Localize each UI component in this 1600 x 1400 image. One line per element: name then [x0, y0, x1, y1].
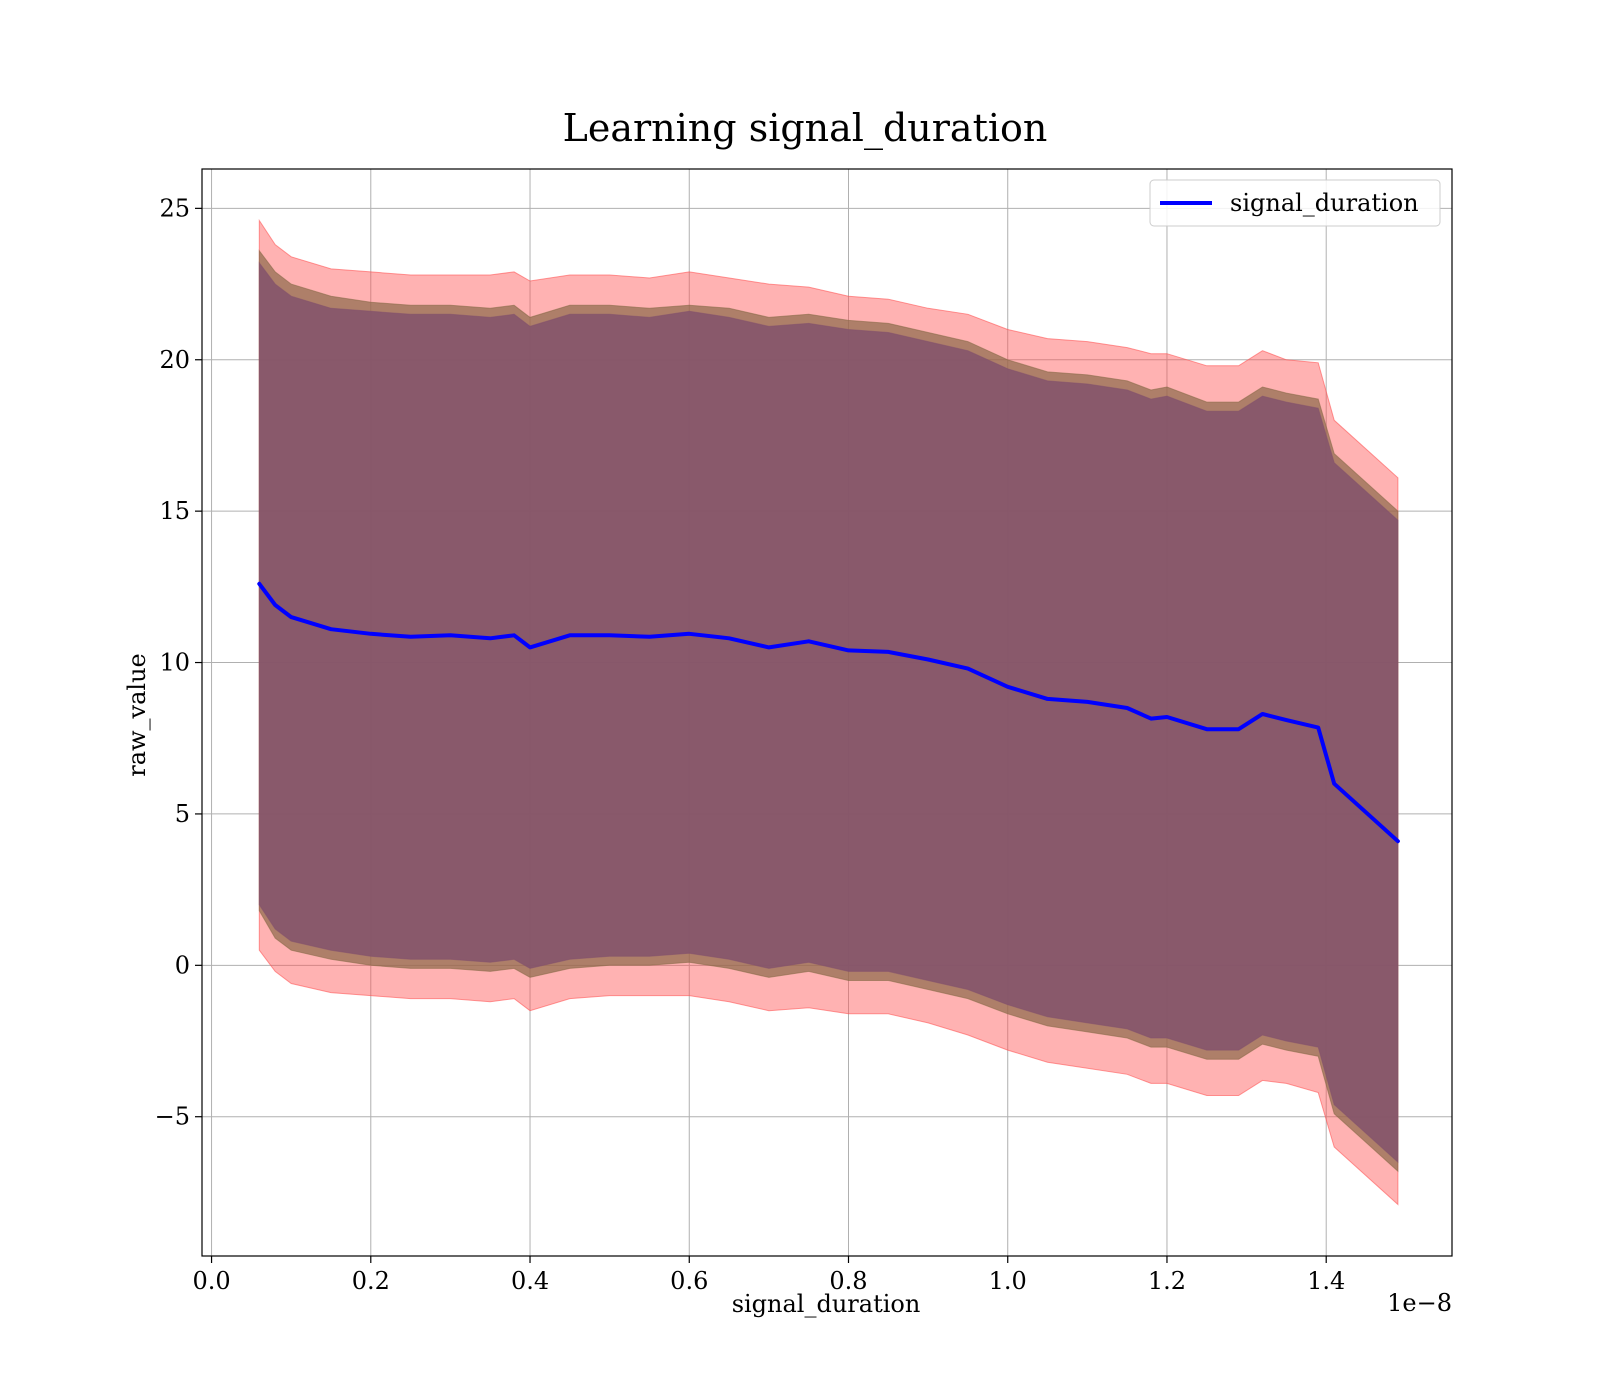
x-tick-label: 0.4 [511, 1267, 549, 1295]
x-tick-label: 1.4 [1307, 1267, 1345, 1295]
x-tick-label: 0.0 [192, 1267, 230, 1295]
y-tick-label: 25 [159, 194, 190, 222]
x-tick-label: 0.2 [352, 1267, 390, 1295]
series-lines [257, 581, 1400, 844]
x-axis-label: signal_duration [732, 1290, 921, 1318]
legend-label: signal_duration [1230, 189, 1419, 217]
legend-box [1149, 179, 1441, 227]
y-tick-label: 0 [175, 951, 190, 979]
x-axis-offset-label: 1e−8 [1387, 1289, 1452, 1317]
y-tick-label: 15 [159, 497, 190, 525]
x-tick-label: 1.0 [989, 1267, 1027, 1295]
y-tick-label: −5 [155, 1103, 190, 1131]
y-axis-ticks: −5 0 5 10 15 20 25 [155, 194, 202, 1131]
x-axis-ticks: 0.0 0.2 0.4 0.6 0.8 1.0 1.2 1.4 [192, 1256, 1345, 1295]
y-tick-label: 5 [175, 800, 190, 828]
y-tick-label: 20 [159, 346, 190, 374]
plot-frame [201, 168, 1453, 1257]
confidence-band-3 [258, 261, 1399, 1164]
chart-title: Learning signal_duration [563, 106, 1048, 151]
confidence-bands [258, 218, 1399, 1206]
y-tick-label: 10 [159, 649, 190, 677]
y-axis-label: raw_value [123, 653, 151, 777]
series-line-signal_duration [257, 581, 1400, 844]
x-tick-label: 0.8 [829, 1267, 867, 1295]
legend: signal_duration [1149, 179, 1441, 227]
x-tick-label: 0.6 [670, 1267, 708, 1295]
x-tick-label: 1.2 [1148, 1267, 1186, 1295]
